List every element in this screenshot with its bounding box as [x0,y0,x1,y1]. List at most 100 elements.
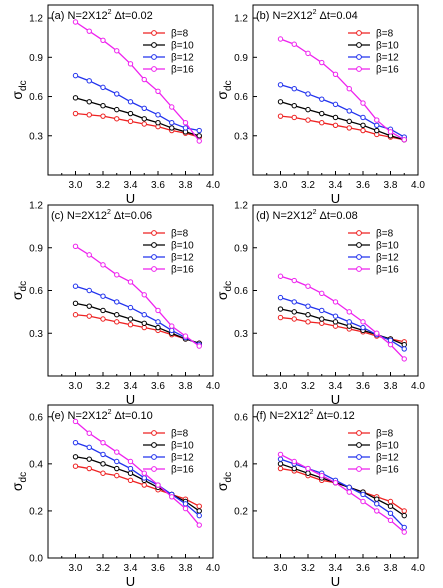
series-line [280,84,405,138]
data-point [305,283,311,289]
data-point [277,99,284,105]
y-tick-label: 0.6 [234,92,248,103]
data-point [127,316,134,322]
data-point [374,117,380,123]
x-tick-label: 3.2 [96,180,110,191]
x-tick-label: 3.4 [329,381,343,392]
data-point [127,458,134,465]
data-point [72,19,79,25]
y-axis-label: σdc [214,281,234,300]
data-point [100,102,106,109]
data-point [291,85,297,92]
x-tick-label: 4.0 [206,180,220,191]
data-point [100,439,106,446]
data-point [291,299,297,305]
data-point [291,458,297,465]
data-point [100,84,106,91]
y-tick-label: 1.2 [29,14,43,25]
x-tick-label: 4.0 [411,381,425,392]
legend-label: β=8 [376,229,394,240]
data-point [387,129,394,135]
panel-letter: (d) [256,210,273,222]
series-3 [72,72,202,134]
data-point [319,59,325,66]
data-point [100,461,106,467]
data-point [86,99,92,105]
series-line [280,463,405,517]
data-point [387,498,394,505]
series-line [75,21,200,142]
panel-title: (e) N=2X122 Δt=0.10 [51,409,153,422]
data-point [196,503,202,509]
data-point [374,508,380,514]
title-superscript: 2 [313,209,317,216]
y-axis-label-sub: dc [18,472,29,483]
legend-swatch-marker [356,242,362,248]
data-point [387,517,394,524]
legend-swatch-marker [356,454,362,460]
title-superscript: 2 [108,409,112,416]
title-tail: Δt=0.08 [316,210,357,222]
data-point [332,313,339,319]
data-point [387,503,394,509]
data-point [100,113,106,119]
data-point [86,303,92,309]
y-tick-label: 0.3 [29,329,43,340]
series-3 [277,82,407,140]
series-line [75,75,200,132]
title-superscript: 2 [313,9,317,16]
data-point [319,472,325,479]
data-point [346,484,352,491]
data-point [155,88,161,95]
data-point [72,110,79,117]
series-line [75,314,200,344]
data-point [72,439,79,446]
data-point [86,252,92,258]
legend-label: β=12 [171,53,194,64]
legend-label: β=10 [171,441,194,452]
data-point [127,279,134,285]
data-point [196,127,202,134]
data-point [305,91,311,97]
legend-label: β=16 [171,465,194,476]
y-tick-label: 0.0 [29,554,43,565]
title-superscript: 2 [108,9,112,16]
data-point [182,505,189,512]
legend-label: β=16 [376,465,399,476]
legend-label: β=12 [376,453,399,464]
x-tick-label: 3.8 [384,381,398,392]
y-tick-label: 0.6 [234,412,248,423]
title-tail: Δt=0.10 [111,410,152,422]
panel-title: (c) N=2X122 Δt=0.06 [51,209,152,222]
data-point [319,110,325,117]
series-line [280,453,405,533]
data-point [401,524,407,531]
series-line [75,302,200,344]
legend-swatch-marker [356,230,362,236]
x-tick-label: 3.6 [151,563,165,574]
data-point [141,105,147,112]
legend-label: β=12 [171,453,194,464]
data-point [141,482,147,488]
x-tick-label: 3.0 [69,180,83,191]
legend-label: β=10 [376,41,399,52]
legend-swatch-marker [151,266,157,272]
series-line [280,101,405,141]
data-point [155,119,161,126]
data-point [72,72,79,79]
data-point [196,512,202,519]
x-tick-label: 3.8 [384,180,398,191]
x-tick-label: 4.0 [206,563,220,574]
y-tick-label: 0.2 [234,506,248,517]
data-point [72,418,79,425]
data-point [155,319,161,325]
x-tick-label: 3.4 [124,563,138,574]
data-point [100,293,106,299]
legend-label: β=8 [376,429,394,440]
title-tail: Δt=0.06 [111,210,152,222]
legend-swatch-marker [356,30,362,36]
legend-swatch-marker [151,66,157,72]
data-point [277,36,284,42]
